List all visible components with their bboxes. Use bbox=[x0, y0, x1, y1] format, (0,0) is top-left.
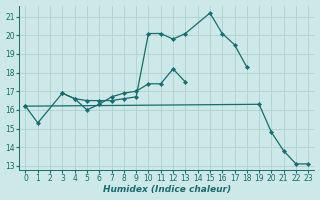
X-axis label: Humidex (Indice chaleur): Humidex (Indice chaleur) bbox=[103, 185, 231, 194]
